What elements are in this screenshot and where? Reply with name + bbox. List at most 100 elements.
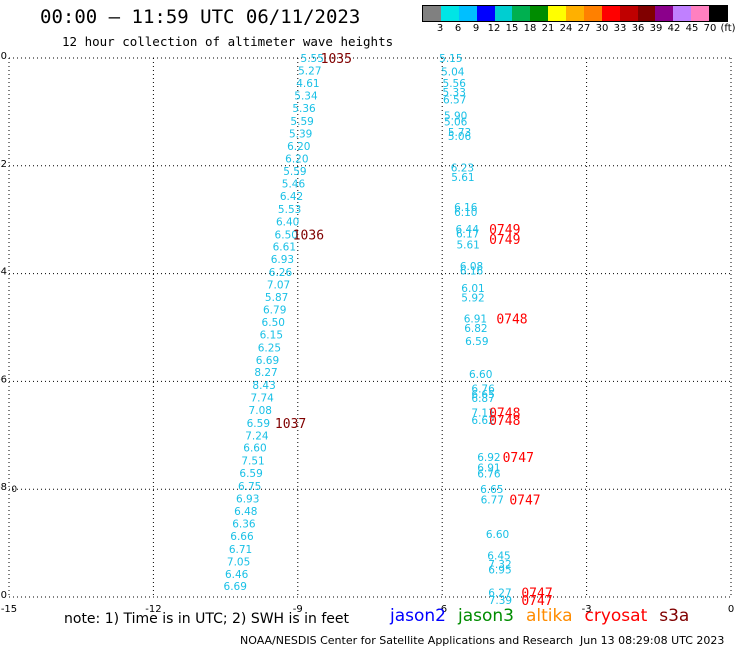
legend-swatch — [709, 6, 727, 21]
swh-label: 6.66 — [230, 531, 254, 543]
legend-label: 39 — [649, 23, 663, 34]
satellite-legend: jason2 jason3 altika cryosat s3a — [390, 606, 701, 626]
swh-label: 6.77 — [481, 494, 504, 506]
swh-label: 5.46 — [282, 179, 306, 191]
color-legend: 3 6 9 12 15 18 21 24 27 30 33 36 39 42 45 70 (ft) — [422, 5, 736, 36]
swh-label: 6.91 — [477, 463, 500, 475]
swh-label: 6.93 — [236, 493, 259, 505]
swh-label: 8.43 — [252, 380, 275, 392]
legend-swatch — [494, 6, 513, 21]
legend-swatch — [458, 6, 477, 21]
swh-label: 5.39 — [289, 128, 312, 140]
swh-label: 6.23 — [451, 162, 474, 174]
swh-label: 6.01 — [461, 283, 484, 295]
swh-label: 6.10 — [454, 207, 477, 219]
legend-labels: 3 6 9 12 15 18 21 24 27 30 33 36 39 42 45 70 (ft) — [422, 22, 736, 36]
swh-label: 6.69 — [224, 581, 247, 593]
legend-label: 3 — [436, 23, 444, 34]
credit-line: NOAA/NESDIS Center for Satellite Applica… — [240, 634, 574, 647]
legend-label: 9 — [472, 23, 480, 34]
x-tick-label: -15 — [1, 604, 17, 615]
time-tag: 0747 — [503, 451, 534, 466]
y-tick-label: -2 — [0, 159, 7, 170]
legend-swatch — [476, 6, 495, 21]
legend-label: 18 — [523, 23, 537, 34]
y-tick-label: -8 — [0, 482, 7, 493]
swh-label: 6.76 — [477, 469, 501, 481]
swh-label: 6.95 — [488, 565, 511, 577]
swh-label: 5.53 — [278, 204, 301, 216]
legend-swatch — [440, 6, 459, 21]
time-tag: 0748 — [489, 414, 520, 429]
legend-label: 12 — [487, 23, 501, 34]
swh-label: 6.17 — [456, 229, 479, 241]
swh-label: 6.71 — [229, 544, 252, 556]
swh-label: 6.60 — [469, 369, 492, 381]
swh-label: 6.69 — [256, 355, 279, 367]
swh-label: 6.15 — [260, 330, 283, 342]
legend-label: 6 — [454, 23, 462, 34]
satellite-altika: altika — [526, 606, 573, 626]
swh-label: 5.36 — [292, 103, 316, 115]
legend-label: 24 — [559, 23, 573, 34]
swh-label: 7.24 — [245, 430, 269, 442]
swh-label: 8.27 — [254, 367, 277, 379]
swh-label: 6.87 — [471, 393, 494, 405]
legend-swatch — [601, 6, 620, 21]
swh-label: 7.07 — [267, 279, 290, 291]
legend-swatch — [566, 6, 584, 21]
swh-label: 7.51 — [241, 456, 264, 468]
swh-label: 7.11 — [471, 408, 494, 420]
swh-label: 6.48 — [234, 506, 257, 518]
time-tag: 1036 — [293, 228, 324, 243]
swh-label: 6.45 — [487, 550, 510, 562]
legend-label: 30 — [595, 23, 609, 34]
time-tag: 0747 — [521, 594, 552, 609]
legend-swatch — [423, 6, 441, 21]
swh-label: 6.25 — [258, 342, 281, 354]
time-tag: 0748 — [496, 312, 527, 327]
swh-label: 6.60 — [243, 443, 266, 455]
swh-label: 6.50 — [262, 317, 285, 329]
satellite-jason3: jason3 — [458, 606, 514, 626]
swh-label: 6.75 — [238, 481, 261, 493]
time-tag: 0747 — [521, 587, 552, 602]
swh-label: 5.56 — [443, 78, 467, 90]
swh-label: 7.08 — [249, 405, 272, 417]
swh-label: 5.34 — [294, 91, 318, 103]
footnote: note: 1) Time is in UTC; 2) SWH is in fe… — [64, 611, 350, 627]
swh-label: 5.61 — [451, 172, 474, 184]
swh-label: 6.91 — [464, 313, 487, 325]
time-tag: 0749 — [489, 223, 520, 238]
y-tick-label: -10 — [0, 590, 7, 601]
legend-swatch — [637, 6, 656, 21]
legend-swatch — [673, 6, 692, 21]
x-tick-label: 0 — [728, 604, 734, 615]
legend-label: 45 — [685, 23, 699, 34]
x-tick-label: -3 — [582, 604, 592, 615]
swh-label: 6.16 — [460, 265, 484, 277]
swh-label: 6.59 — [247, 418, 270, 430]
time-tag: 1035 — [321, 52, 352, 67]
swh-label: 6.76 — [471, 383, 495, 395]
time-tag: 0748 — [489, 407, 520, 422]
y-tick-label: -4 — [0, 267, 7, 278]
swh-label: 5.04 — [441, 66, 465, 78]
legend-label: 70 — [703, 23, 717, 34]
swh-label: 5.59 — [283, 166, 306, 178]
swh-label: 6.92 — [477, 452, 500, 464]
swh-label: 6.46 — [225, 569, 249, 581]
time-tag: 0747 — [509, 493, 540, 508]
chart-subtitle: 12 hour collection of altimeter wave hei… — [62, 34, 394, 49]
swh-label: 5.59 — [290, 116, 313, 128]
swh-label: 5.73 — [448, 127, 471, 139]
swh-label: 5.90 — [444, 111, 467, 123]
swh-label: 6.61 — [273, 242, 296, 254]
swh-label: 6.59 — [465, 336, 488, 348]
y-tick-label: 0 — [1, 51, 7, 62]
land-marker: 0 — [11, 485, 17, 495]
legend-swatch — [583, 6, 602, 21]
swh-label: 5.87 — [265, 292, 288, 304]
generated-timestamp: Jun 13 08:29:08 UTC 2023 — [580, 634, 725, 647]
